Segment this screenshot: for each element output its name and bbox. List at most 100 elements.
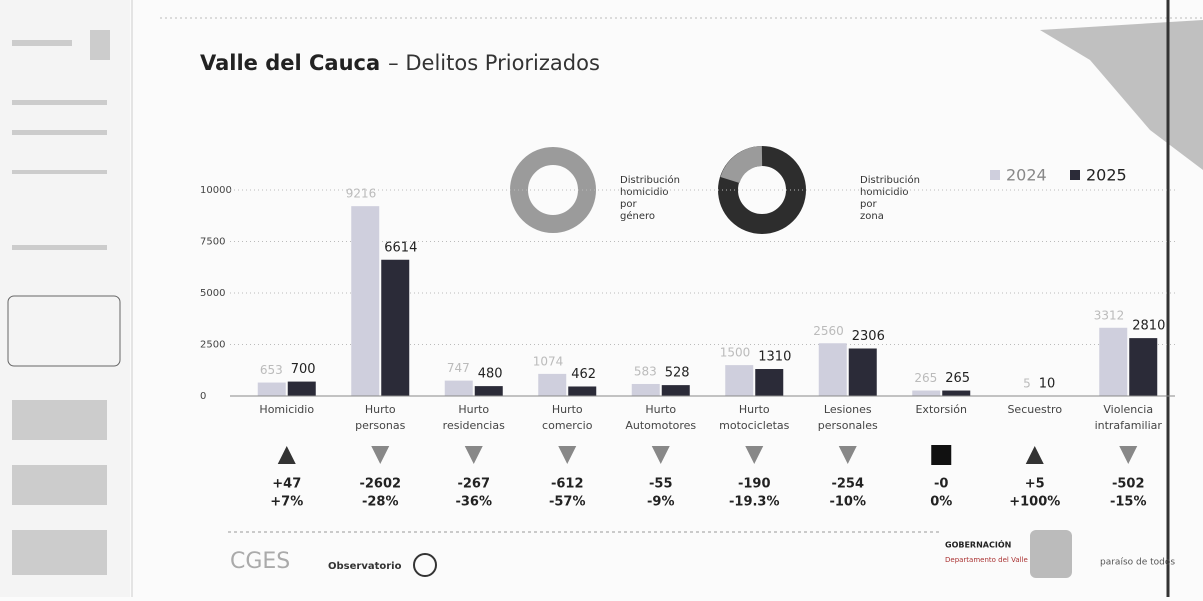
- change-percent: +100%: [1009, 495, 1060, 510]
- change-value: -0: [934, 477, 948, 492]
- trend-down: [465, 446, 483, 464]
- footer-logo: CGES: [230, 549, 290, 574]
- change-percent: 0%: [930, 495, 952, 510]
- change-value: +5: [1025, 477, 1045, 492]
- bar: [632, 384, 660, 396]
- data-label: 2810: [1132, 319, 1165, 334]
- data-label: 6614: [384, 240, 417, 255]
- data-label: 747: [447, 361, 470, 375]
- corner-decoration: [1040, 20, 1203, 170]
- change-percent: -36%: [455, 495, 492, 510]
- trend-down: [1119, 446, 1137, 464]
- footer-icon: [414, 554, 436, 576]
- change-value: -254: [831, 477, 864, 492]
- chart-subtitle: – Delitos Priorizados: [388, 51, 600, 75]
- legend-label: 2024: [1006, 166, 1047, 185]
- data-label: 265: [914, 371, 937, 385]
- sidebar: [0, 0, 130, 597]
- trend-down: [558, 446, 576, 464]
- slide: Valle del Cauca – Delitos Priorizados Dis…: [0, 0, 1203, 597]
- data-label: 700: [291, 362, 316, 377]
- data-label: 9216: [346, 187, 377, 201]
- data-label: 3312: [1094, 308, 1125, 322]
- data-label: 480: [478, 367, 503, 382]
- bar: [1129, 338, 1157, 396]
- legend-swatch: [1070, 170, 1080, 180]
- change-percent: +7%: [270, 495, 303, 510]
- y-tick-label: 2500: [200, 340, 225, 351]
- data-label: 5: [1023, 376, 1031, 390]
- title: Valle del Cauca – Delitos Priorizados: [200, 51, 600, 75]
- trend-down: [745, 446, 763, 464]
- bar: [942, 391, 970, 396]
- bar: [568, 386, 596, 396]
- y-tick-label: 7500: [200, 237, 225, 248]
- change-percent: -15%: [1110, 495, 1147, 510]
- data-label: 1500: [720, 346, 751, 360]
- change-percent: -9%: [647, 495, 674, 510]
- change-percent: -10%: [829, 495, 866, 510]
- data-label: 10: [1039, 376, 1056, 391]
- x-tick-label: Extorsión: [915, 403, 967, 416]
- chart-title: Valle del Cauca: [200, 51, 380, 75]
- bar: [258, 383, 286, 396]
- data-label: 583: [634, 364, 657, 378]
- footer-gov: GOBERNACIÓN: [945, 539, 1011, 550]
- trend-up: [1026, 446, 1044, 464]
- bar: [912, 391, 940, 396]
- bar: [819, 343, 847, 396]
- legend-swatch: [990, 170, 1000, 180]
- bar: [381, 260, 409, 396]
- data-label: 1074: [533, 354, 564, 368]
- trend-flat: [931, 445, 951, 465]
- bar: [849, 348, 877, 396]
- donut-zone-segment: [730, 156, 762, 180]
- bar: [445, 381, 473, 396]
- bar: [1099, 328, 1127, 396]
- data-label: 1310: [758, 350, 791, 365]
- bar: [662, 385, 690, 396]
- y-tick-label: 10000: [200, 185, 232, 196]
- x-tick-label: Secuestro: [1007, 403, 1062, 416]
- trend-down: [652, 446, 670, 464]
- data-label: 462: [571, 367, 596, 382]
- change-value: -267: [457, 477, 490, 492]
- x-tick-label: Homicidio: [259, 403, 314, 416]
- change-value: -55: [649, 477, 673, 492]
- change-percent: -57%: [549, 495, 586, 510]
- footer-logo: Observatorio: [328, 561, 402, 572]
- change-value: -190: [738, 477, 771, 492]
- bar: [538, 374, 566, 396]
- change-value: -502: [1112, 477, 1145, 492]
- data-label: 2560: [813, 324, 844, 338]
- trend-down: [839, 446, 857, 464]
- data-label: 653: [260, 363, 283, 377]
- change-value: +47: [272, 477, 301, 492]
- change-percent: -19.3%: [729, 495, 780, 510]
- y-tick-label: 0: [200, 391, 206, 402]
- trend-up: [278, 446, 296, 464]
- data-label: 528: [665, 366, 690, 381]
- change-value: -2602: [359, 477, 401, 492]
- bar: [288, 382, 316, 396]
- bar: [725, 365, 753, 396]
- footer-shield: [1030, 530, 1072, 578]
- legend-label: 2025: [1086, 166, 1127, 185]
- change-value: -612: [551, 477, 584, 492]
- footer-brand: paraíso de todos: [1100, 558, 1175, 568]
- change-percent: -28%: [362, 495, 399, 510]
- donut-gender: [519, 156, 587, 224]
- bar: [475, 386, 503, 396]
- data-label: 2306: [852, 329, 885, 344]
- y-tick-label: 5000: [200, 288, 225, 299]
- data-label: 265: [945, 371, 970, 386]
